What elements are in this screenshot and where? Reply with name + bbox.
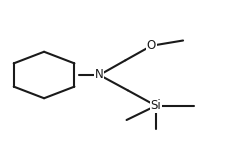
Text: N: N bbox=[95, 69, 103, 81]
Text: O: O bbox=[146, 39, 155, 52]
Text: Si: Si bbox=[150, 99, 161, 112]
